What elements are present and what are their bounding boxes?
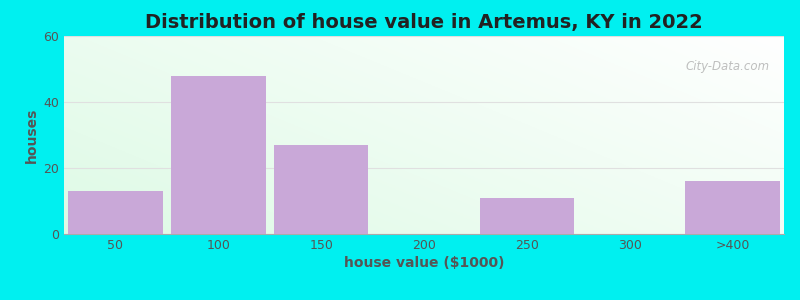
Bar bbox=[274, 145, 369, 234]
Bar bbox=[68, 191, 162, 234]
Title: Distribution of house value in Artemus, KY in 2022: Distribution of house value in Artemus, … bbox=[145, 13, 703, 32]
Text: City-Data.com: City-Data.com bbox=[686, 60, 770, 73]
Bar bbox=[171, 76, 266, 234]
Bar bbox=[686, 181, 780, 234]
Bar bbox=[479, 198, 574, 234]
Y-axis label: houses: houses bbox=[25, 107, 39, 163]
X-axis label: house value ($1000): house value ($1000) bbox=[344, 256, 504, 270]
